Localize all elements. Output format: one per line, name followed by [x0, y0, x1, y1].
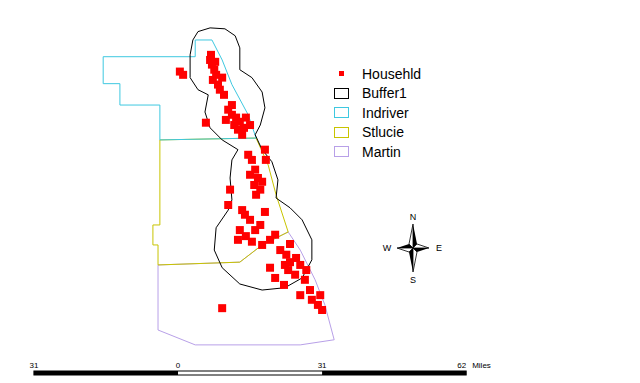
html-text:Househld: Househld	[362, 65, 422, 82]
html-text:Buffer1: Buffer1	[362, 85, 407, 102]
html-text:Indriver: Indriver	[362, 104, 409, 121]
svg-text:31: 31	[318, 361, 327, 370]
svg-text:S: S	[410, 275, 416, 285]
svg-text:W: W	[383, 243, 392, 253]
svg-text:62: 62	[457, 361, 466, 370]
svg-text:E: E	[436, 243, 442, 253]
svg-text:N: N	[410, 212, 417, 222]
html-text:Stlucie: Stlucie	[362, 124, 404, 141]
html-text:Martin: Martin	[362, 143, 401, 160]
svg-text:Miles: Miles	[472, 361, 491, 370]
svg-text:0: 0	[176, 361, 181, 370]
svg-text:31: 31	[29, 361, 38, 370]
